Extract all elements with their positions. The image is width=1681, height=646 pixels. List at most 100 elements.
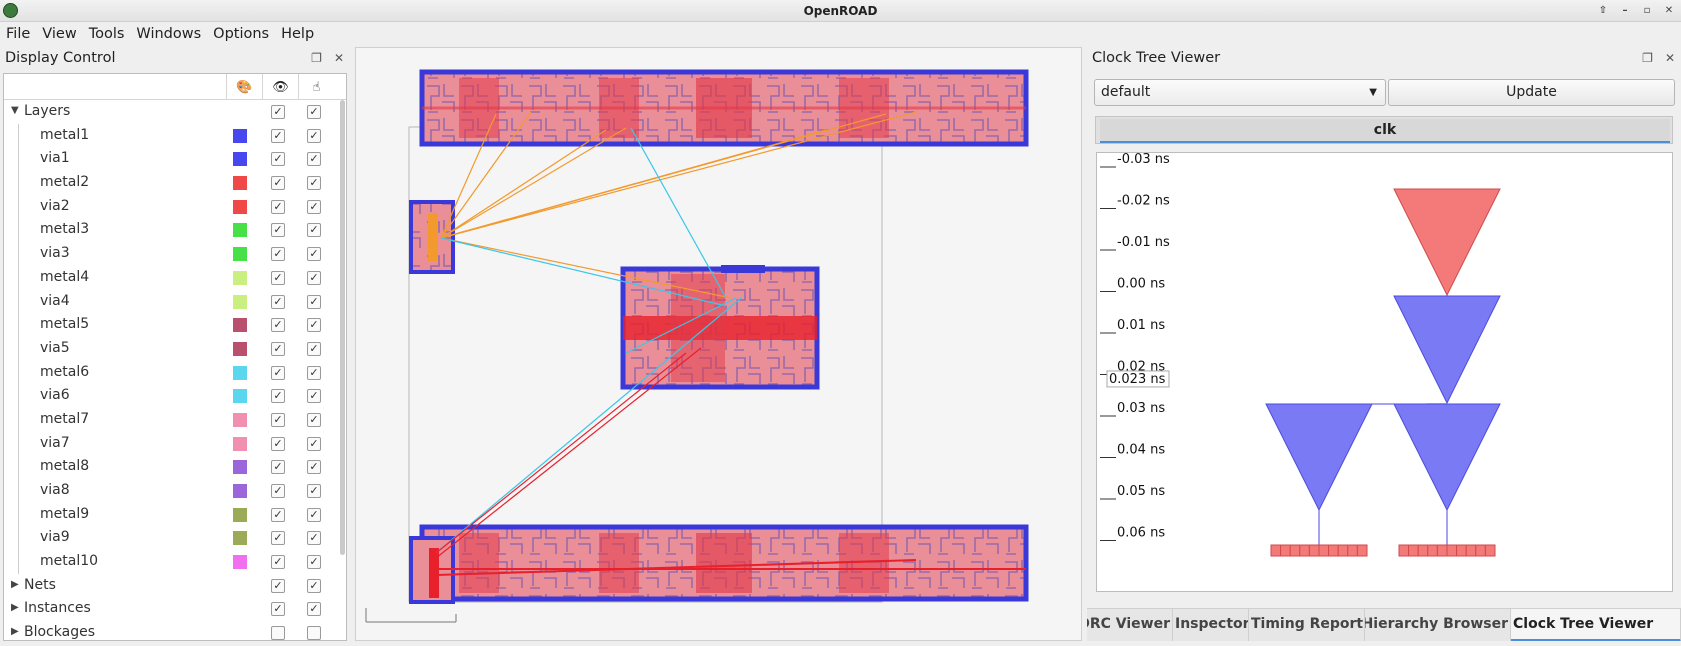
menu-options[interactable]: Options bbox=[213, 26, 270, 42]
tab-clk[interactable]: clk bbox=[1100, 119, 1670, 143]
layer-row[interactable]: metal6 ✓ ✓ bbox=[4, 361, 346, 385]
clock-sink-register[interactable] bbox=[1328, 544, 1339, 557]
chevron-right-icon[interactable]: ▶ bbox=[11, 602, 19, 614]
layer-color-swatch[interactable] bbox=[233, 484, 247, 498]
visible-checkbox[interactable] bbox=[271, 626, 285, 640]
clock-sink-register[interactable] bbox=[1417, 544, 1429, 557]
layer-color-swatch[interactable] bbox=[233, 531, 247, 546]
clock-buffer-triangle[interactable] bbox=[1393, 295, 1501, 405]
window-shade-icon[interactable]: ⇧ bbox=[1598, 5, 1608, 16]
selectable-checkbox[interactable]: ✓ bbox=[307, 247, 321, 262]
layer-row[interactable]: metal9 ✓ ✓ bbox=[4, 503, 346, 527]
visible-checkbox[interactable]: ✓ bbox=[271, 247, 285, 262]
visible-checkbox[interactable]: ✓ bbox=[271, 602, 285, 617]
selectable-checkbox[interactable] bbox=[307, 626, 321, 640]
visible-checkbox[interactable]: ✓ bbox=[271, 389, 285, 404]
clock-sink-register[interactable] bbox=[1436, 544, 1448, 557]
layer-row[interactable]: via3 ✓ ✓ bbox=[4, 242, 346, 266]
selectable-checkbox[interactable]: ✓ bbox=[307, 105, 321, 119]
layer-color-swatch[interactable] bbox=[233, 436, 247, 451]
selectable-checkbox[interactable]: ✓ bbox=[307, 412, 321, 427]
window-close-icon[interactable]: ✕ bbox=[1664, 5, 1674, 16]
layer-color-swatch[interactable] bbox=[233, 365, 247, 380]
clock-sink-register[interactable] bbox=[1337, 544, 1349, 557]
selectable-checkbox[interactable]: ✓ bbox=[307, 484, 321, 498]
visible-checkbox[interactable]: ✓ bbox=[271, 223, 285, 238]
selectable-checkbox[interactable]: ✓ bbox=[307, 176, 321, 191]
layer-row[interactable]: metal8 ✓ ✓ bbox=[4, 455, 346, 479]
clock-root-triangle[interactable] bbox=[1393, 188, 1501, 297]
close-dock-icon[interactable]: ✕ bbox=[333, 51, 344, 65]
clock-sink-register[interactable] bbox=[1484, 544, 1496, 557]
layer-row[interactable]: metal5 ✓ ✓ bbox=[4, 313, 346, 337]
layer-row[interactable]: via2 ✓ ✓ bbox=[4, 195, 346, 219]
layer-row[interactable]: metal2 ✓ ✓ bbox=[4, 171, 346, 195]
clock-buffer-triangle[interactable] bbox=[1393, 403, 1501, 512]
visible-checkbox[interactable]: ✓ bbox=[271, 128, 285, 143]
selectable-checkbox[interactable]: ✓ bbox=[307, 436, 321, 451]
layer-color-swatch[interactable] bbox=[233, 412, 247, 427]
selectable-checkbox[interactable]: ✓ bbox=[307, 128, 321, 143]
visible-checkbox[interactable]: ✓ bbox=[271, 578, 285, 593]
palette-icon[interactable]: 🎨 bbox=[226, 74, 262, 100]
layer-color-swatch[interactable] bbox=[233, 128, 247, 143]
tree-group-layers[interactable]: ▼ Layers ✓ ✓ bbox=[4, 100, 346, 124]
layer-color-swatch[interactable] bbox=[233, 555, 247, 570]
clock-sink-register[interactable] bbox=[1318, 544, 1330, 557]
selectable-checkbox[interactable]: ✓ bbox=[307, 389, 321, 404]
selectable-checkbox[interactable]: ✓ bbox=[307, 270, 321, 285]
chevron-down-icon[interactable]: ▼ bbox=[11, 105, 19, 116]
layer-color-swatch[interactable] bbox=[233, 247, 247, 262]
tree-scrollbar[interactable] bbox=[340, 100, 345, 555]
display-control-tree[interactable]: 🎨 👁 ☝ ▼ Layers ✓ ✓ metal1 ✓ ✓ via1 ✓ ✓ m… bbox=[3, 73, 347, 641]
clock-tree-canvas[interactable]: -0.03 ns -0.02 ns -0.01 ns 0.00 ns 0.01 ns 0.… bbox=[1096, 152, 1673, 592]
clock-sink-register[interactable] bbox=[1347, 544, 1358, 557]
float-dock-icon[interactable]: ❐ bbox=[1642, 51, 1653, 65]
visible-checkbox[interactable]: ✓ bbox=[271, 105, 285, 119]
layer-row[interactable]: metal7 ✓ ✓ bbox=[4, 408, 346, 432]
selectable-checkbox[interactable]: ✓ bbox=[307, 365, 321, 380]
menu-help[interactable]: Help bbox=[281, 26, 315, 42]
layer-color-swatch[interactable] bbox=[233, 152, 247, 167]
menu-view[interactable]: View bbox=[42, 26, 77, 42]
layer-color-swatch[interactable] bbox=[233, 199, 247, 214]
chevron-right-icon[interactable]: ▶ bbox=[11, 578, 19, 590]
clock-sink-register[interactable] bbox=[1475, 544, 1486, 557]
visible-checkbox[interactable]: ✓ bbox=[271, 531, 285, 546]
clock-sink-register[interactable] bbox=[1308, 544, 1320, 557]
menu-tools[interactable]: Tools bbox=[88, 26, 125, 42]
clock-sink-register[interactable] bbox=[1427, 544, 1438, 557]
layer-color-swatch[interactable] bbox=[233, 223, 247, 238]
window-maximize-icon[interactable]: ▫ bbox=[1643, 5, 1651, 16]
clock-sink-register[interactable] bbox=[1270, 544, 1282, 557]
layer-row[interactable]: metal3 ✓ ✓ bbox=[4, 218, 346, 242]
visible-checkbox[interactable]: ✓ bbox=[271, 507, 285, 522]
tab-drc-viewer[interactable]: DRC Viewer bbox=[1087, 609, 1173, 641]
float-dock-icon[interactable]: ❐ bbox=[311, 51, 322, 65]
clock-buffer-triangle[interactable] bbox=[1265, 403, 1373, 512]
visible-checkbox[interactable]: ✓ bbox=[271, 365, 285, 380]
layer-row[interactable]: via4 ✓ ✓ bbox=[4, 290, 346, 314]
update-button[interactable]: Update bbox=[1388, 79, 1675, 106]
clock-sink-register[interactable] bbox=[1289, 544, 1301, 557]
selectable-checkbox[interactable]: ✓ bbox=[307, 294, 321, 309]
layer-color-swatch[interactable] bbox=[233, 176, 247, 191]
layer-row[interactable]: metal1 ✓ ✓ bbox=[4, 124, 346, 148]
layer-row[interactable]: via8 ✓ ✓ bbox=[4, 479, 346, 503]
visible-checkbox[interactable]: ✓ bbox=[271, 294, 285, 309]
visible-checkbox[interactable]: ✓ bbox=[271, 484, 285, 498]
layer-color-swatch[interactable] bbox=[233, 460, 247, 475]
visible-checkbox[interactable]: ✓ bbox=[271, 199, 285, 214]
selectable-checkbox[interactable]: ✓ bbox=[307, 578, 321, 593]
tab-clock-tree-viewer[interactable]: Clock Tree Viewer bbox=[1511, 609, 1681, 641]
tab-hierarchy-browser[interactable]: Hierarchy Browser bbox=[1365, 609, 1511, 641]
selectable-checkbox[interactable]: ✓ bbox=[307, 223, 321, 238]
clock-sink-register[interactable] bbox=[1280, 544, 1291, 557]
chevron-right-icon[interactable]: ▶ bbox=[11, 626, 19, 638]
tab-inspector[interactable]: Inspector bbox=[1173, 609, 1249, 641]
visible-checkbox[interactable]: ✓ bbox=[271, 176, 285, 191]
layout-canvas[interactable] bbox=[356, 48, 1083, 642]
tab-timing-report[interactable]: Timing Report bbox=[1249, 609, 1365, 641]
clock-sink-register[interactable] bbox=[1465, 544, 1477, 557]
layer-color-swatch[interactable] bbox=[233, 270, 247, 285]
